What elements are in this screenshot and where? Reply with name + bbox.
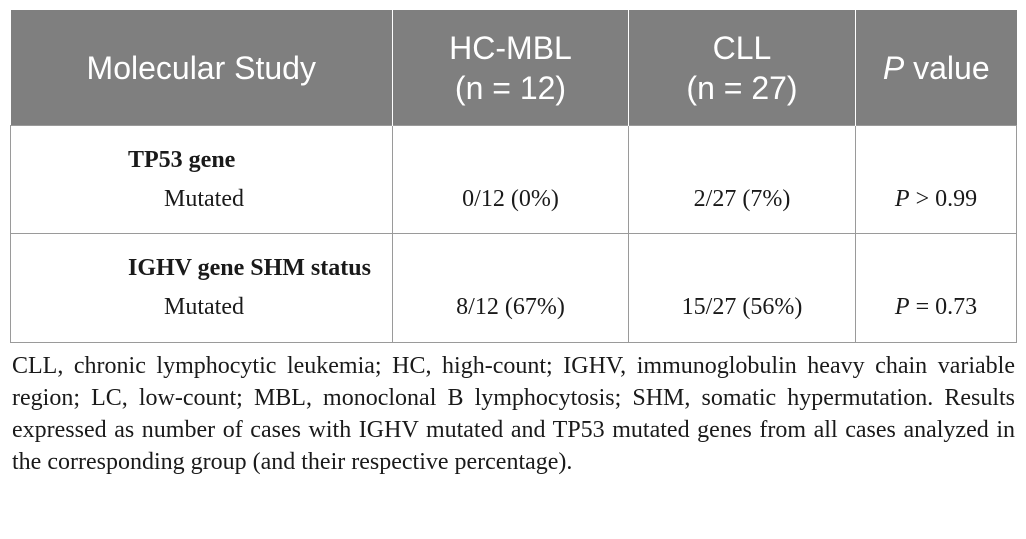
hc-mbl-value: 8/12 (67%) bbox=[456, 294, 565, 320]
row-sub-label: Mutated bbox=[164, 186, 244, 212]
p-value: P = 0.73 bbox=[856, 293, 1016, 321]
header-molecular-study: Molecular Study bbox=[10, 10, 393, 126]
header-cll: CLL (n = 27) bbox=[628, 10, 856, 126]
p-value-cell: P > 0.99 bbox=[855, 125, 1017, 234]
row-label-cell: TP53 gene Mutated bbox=[10, 125, 393, 234]
p-value-number: = 0.73 bbox=[909, 294, 978, 320]
cll-value: 15/27 (56%) bbox=[681, 294, 803, 320]
header-hc-mbl: HC-MBL (n = 12) bbox=[392, 10, 629, 126]
p-symbol: P bbox=[894, 186, 910, 212]
p-value: P > 0.99 bbox=[856, 185, 1016, 213]
molecular-study-table: Molecular Study HC-MBL (n = 12) CLL (n =… bbox=[10, 10, 1017, 343]
cll-value: 2/27 (7%) bbox=[693, 186, 791, 212]
hc-mbl-cell: 0/12 (0%) bbox=[392, 125, 629, 234]
p-value-cell: P = 0.73 bbox=[855, 233, 1017, 343]
header-p-value: P value bbox=[855, 10, 1017, 126]
table-row: IGHV gene SHM status Mutated 8/12 (67%) … bbox=[10, 233, 1017, 343]
p-symbol: P bbox=[894, 294, 910, 320]
header-cll-label: CLL bbox=[712, 29, 772, 66]
cll-cell: 15/27 (56%) bbox=[628, 233, 856, 343]
row-group-label: IGHV gene SHM status bbox=[128, 255, 371, 281]
header-p-symbol: P bbox=[882, 49, 905, 86]
row-label-cell: IGHV gene SHM status Mutated bbox=[10, 233, 393, 343]
cll-cell: 2/27 (7%) bbox=[628, 125, 856, 234]
table-row: TP53 gene Mutated 0/12 (0%) 2/27 (7%) P … bbox=[10, 125, 1017, 234]
row-sub-label: Mutated bbox=[164, 294, 244, 320]
hc-mbl-cell: 8/12 (67%) bbox=[392, 233, 629, 343]
table-header-row: Molecular Study HC-MBL (n = 12) CLL (n =… bbox=[10, 10, 1017, 126]
hc-mbl-value: 0/12 (0%) bbox=[462, 186, 559, 212]
p-value-number: > 0.99 bbox=[909, 186, 978, 212]
header-hc-mbl-label: HC-MBL bbox=[449, 29, 572, 66]
header-molecular-study-label: Molecular Study bbox=[86, 49, 316, 86]
table-footnote: CLL, chronic lymphocytic leukemia; HC, h… bbox=[12, 353, 1015, 475]
header-p-value-label: value bbox=[904, 49, 990, 86]
header-hc-mbl-count: (n = 12) bbox=[454, 69, 567, 106]
row-group-label: TP53 gene bbox=[128, 147, 236, 173]
header-cll-count: (n = 27) bbox=[686, 69, 798, 106]
